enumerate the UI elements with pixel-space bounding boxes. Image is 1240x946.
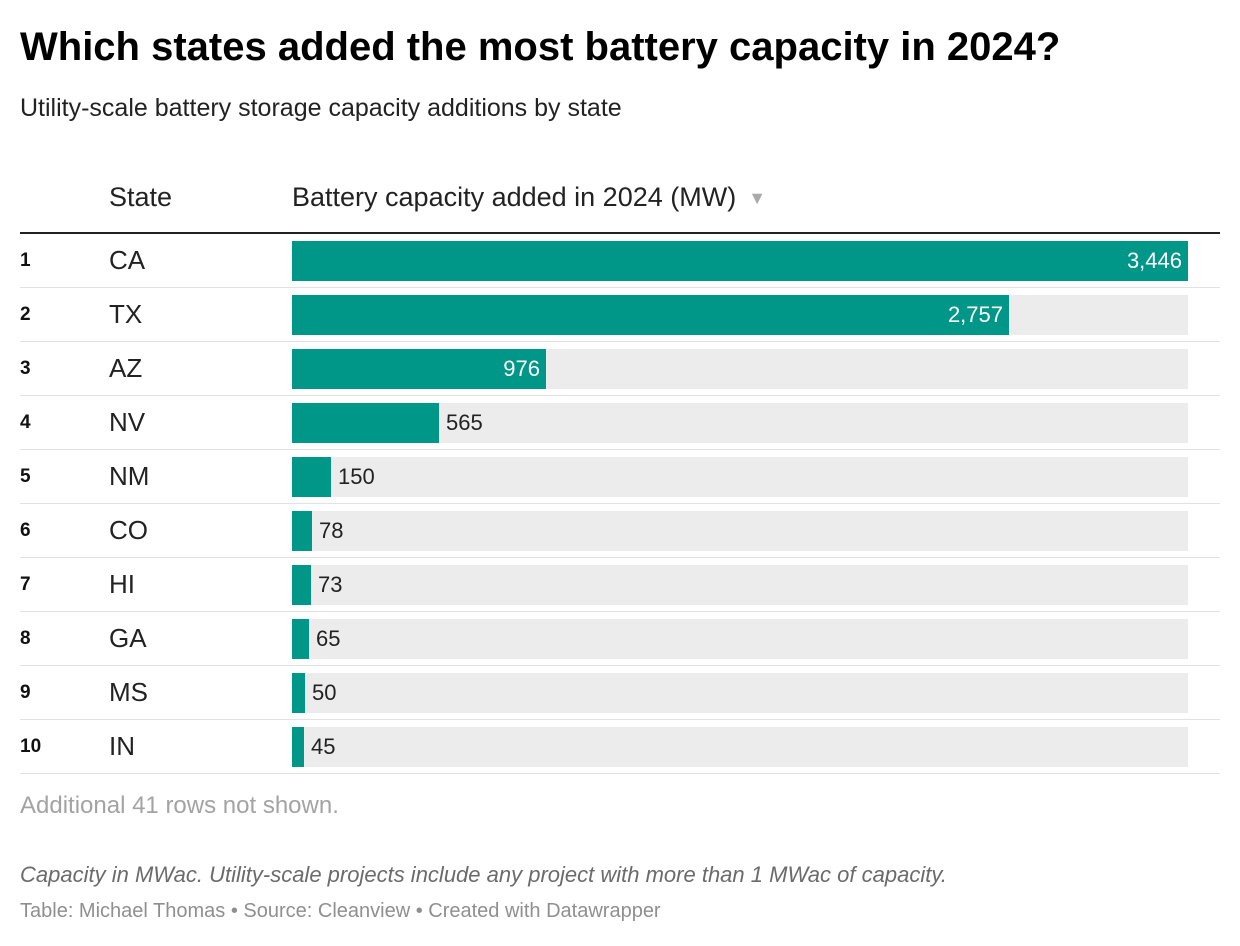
table-row: 5 NM 150	[20, 450, 1220, 504]
table-row: 7 HI 73	[20, 558, 1220, 612]
bar	[292, 403, 439, 443]
bar-track: 73	[292, 565, 1188, 605]
bar-value-label: 78	[319, 518, 344, 543]
sort-descending-icon[interactable]: ▼	[748, 188, 767, 208]
row-rank: 1	[20, 250, 31, 271]
row-state-label: GA	[109, 623, 147, 653]
hidden-rows-note: Additional 41 rows not shown.	[20, 792, 339, 819]
bar-track: 50	[292, 673, 1188, 713]
capacity-column-header[interactable]: Battery capacity added in 2024 (MW) ▼	[292, 182, 766, 213]
bar	[292, 727, 304, 767]
bar-track: 78	[292, 511, 1188, 551]
bar-track: 65	[292, 619, 1188, 659]
row-rank: 4	[20, 412, 31, 433]
row-rank: 7	[20, 574, 31, 595]
data-table: State Battery capacity added in 2024 (MW…	[20, 170, 1220, 774]
row-state-label: NM	[109, 461, 150, 491]
bar	[292, 295, 1009, 335]
bar	[292, 673, 305, 713]
table-row: 6 CO 78	[20, 504, 1220, 558]
chart-title: Which states added the most battery capa…	[20, 25, 1061, 69]
row-state-label: CO	[109, 515, 148, 545]
bar	[292, 619, 309, 659]
bar-value-label: 50	[312, 680, 337, 705]
bar-value-label: 150	[338, 464, 375, 489]
table-row: 1 CA 3,446	[20, 234, 1220, 288]
row-state-label: CA	[109, 245, 146, 275]
bar-track: 3,446	[292, 241, 1188, 281]
bar-track: 565	[292, 403, 1188, 443]
chart-subtitle: Utility-scale battery storage capacity a…	[20, 94, 622, 122]
row-rank: 9	[20, 682, 31, 703]
bar-value-label: 3,446	[1126, 248, 1182, 273]
table-body: 1 CA 3,446 2 TX 2,757 3 AZ 976 4 NV 565 5 NM 150 6 CO 78 7…	[20, 234, 1220, 774]
bar	[292, 349, 546, 389]
bar-value-label: 45	[311, 734, 336, 759]
row-rank: 6	[20, 520, 31, 541]
table-row: 9 MS 50	[20, 666, 1220, 720]
chart-footer: Table: Michael Thomas • Source: Cleanvie…	[20, 900, 661, 922]
bar-value-label: 565	[446, 410, 483, 435]
row-rank: 5	[20, 466, 31, 487]
table-row: 2 TX 2,757	[20, 288, 1220, 342]
table-row: 3 AZ 976	[20, 342, 1220, 396]
bar-value-label: 2,757	[947, 302, 1003, 327]
bar-value-label: 73	[318, 572, 343, 597]
bar-value-label: 65	[316, 626, 341, 651]
row-state-label: IN	[109, 731, 135, 761]
table-header: State Battery capacity added in 2024 (MW…	[20, 170, 1220, 234]
bar-track: 45	[292, 727, 1188, 767]
row-state-label: HI	[109, 569, 135, 599]
row-state-label: NV	[109, 407, 146, 437]
bar-track: 976	[292, 349, 1188, 389]
table-row: 10 IN 45	[20, 720, 1220, 774]
row-rank: 8	[20, 628, 31, 649]
bar	[292, 565, 311, 605]
chart-notes: Capacity in MWac. Utility-scale projects…	[20, 862, 947, 887]
bar-track: 150	[292, 457, 1188, 497]
row-rank: 10	[20, 736, 42, 757]
state-column-header[interactable]: State	[109, 182, 173, 212]
row-rank: 2	[20, 304, 31, 325]
row-state-label: AZ	[109, 353, 143, 383]
row-rank: 3	[20, 358, 31, 379]
bar	[292, 511, 312, 551]
bar-value-label: 976	[503, 356, 540, 381]
row-state-label: MS	[109, 677, 148, 707]
table-row: 4 NV 565	[20, 396, 1220, 450]
bar	[292, 457, 331, 497]
bar-track: 2,757	[292, 295, 1188, 335]
bar	[292, 241, 1188, 281]
table-row: 8 GA 65	[20, 612, 1220, 666]
row-state-label: TX	[109, 299, 143, 329]
capacity-column-header-label: Battery capacity added in 2024 (MW)	[292, 182, 737, 212]
